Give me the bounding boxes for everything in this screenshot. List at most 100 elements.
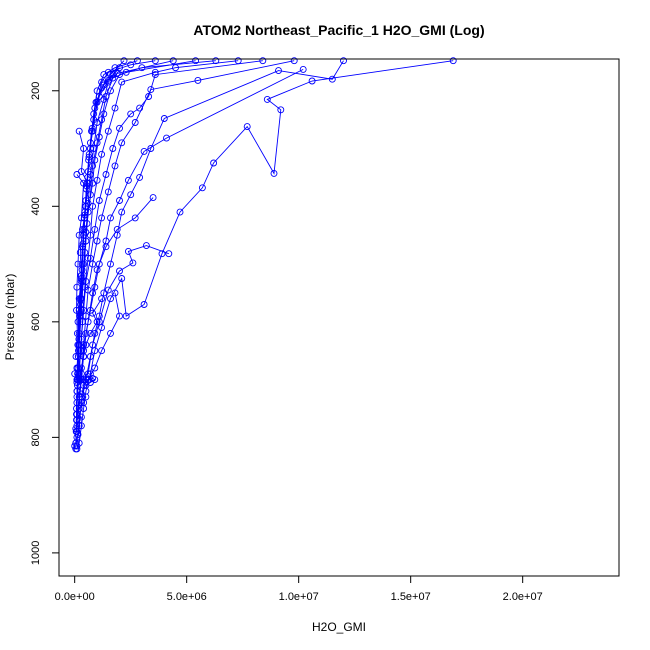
data-point-0-0 bbox=[449, 57, 457, 65]
data-point-5-5 bbox=[104, 127, 112, 135]
data-point-22-0 bbox=[72, 425, 80, 433]
data-point-19-3 bbox=[75, 231, 83, 239]
data-point-16-4 bbox=[91, 364, 99, 372]
data-point-4-0 bbox=[259, 57, 267, 65]
data-point-10-0 bbox=[133, 57, 141, 65]
data-point-1-6 bbox=[127, 191, 135, 199]
series-line-17 bbox=[78, 298, 102, 380]
chart-title: ATOM2 Northeast_Pacific_1 H2O_GMI (Log) bbox=[193, 22, 484, 38]
data-point-12-1 bbox=[104, 76, 112, 84]
data-point-4-4 bbox=[127, 110, 135, 118]
data-point-2-5 bbox=[107, 214, 114, 222]
data-point-2-0 bbox=[299, 65, 307, 73]
data-point-17-2 bbox=[93, 318, 101, 326]
data-point-7-0 bbox=[192, 57, 200, 65]
data-point-0-3 bbox=[277, 106, 285, 114]
y-tick-label-0: 200 bbox=[30, 82, 42, 100]
data-point-0-5 bbox=[243, 123, 251, 131]
data-point-20-3 bbox=[84, 373, 92, 381]
data-point-2-1 bbox=[163, 134, 170, 142]
data-point-1-5 bbox=[136, 173, 144, 181]
data-point-22-2 bbox=[74, 431, 82, 438]
data-point-5-4 bbox=[111, 104, 119, 112]
data-point-4-1 bbox=[151, 71, 159, 79]
data-point-6-1 bbox=[138, 64, 146, 72]
data-point-9-1 bbox=[127, 61, 135, 69]
data-point-5-3 bbox=[118, 78, 126, 86]
data-point-1-2 bbox=[275, 67, 282, 75]
data-point-15-5 bbox=[104, 286, 112, 294]
data-point-14-0 bbox=[149, 194, 157, 202]
data-point-14-4 bbox=[93, 266, 101, 274]
data-point-0-7 bbox=[198, 184, 206, 192]
plot-frame bbox=[58, 58, 620, 577]
data-point-15-4 bbox=[116, 267, 123, 275]
data-point-15-1 bbox=[142, 242, 150, 250]
data-point-3-5 bbox=[111, 162, 119, 170]
data-point-1-9 bbox=[107, 260, 114, 268]
data-point-19-5 bbox=[73, 283, 81, 291]
data-point-20-9 bbox=[73, 379, 81, 386]
data-point-2-4 bbox=[116, 197, 123, 204]
data-point-0-10 bbox=[140, 301, 148, 308]
data-point-15-7 bbox=[89, 341, 97, 349]
series-line-21 bbox=[76, 390, 87, 426]
data-point-4-8 bbox=[95, 197, 103, 204]
data-point-0-1 bbox=[308, 77, 316, 85]
data-point-17-3 bbox=[86, 329, 94, 337]
data-point-15-3 bbox=[129, 259, 137, 267]
axis-layer: 0.0e+00 5.0e+06 1.0e+07 1.5e+07 2.0e+07 200 40… bbox=[30, 82, 543, 603]
data-point-13-2 bbox=[92, 98, 100, 106]
data-point-6-4 bbox=[100, 110, 108, 118]
data-point-13-3 bbox=[88, 124, 96, 132]
series-line-18 bbox=[76, 131, 89, 369]
data-point-6-0 bbox=[212, 57, 220, 65]
data-point-0-14 bbox=[98, 324, 106, 332]
data-point-0-4 bbox=[270, 169, 278, 177]
data-point-12-0 bbox=[116, 64, 123, 72]
data-point-14-5 bbox=[89, 289, 97, 297]
data-point-18-0 bbox=[75, 127, 83, 135]
y-tick-label-1: 400 bbox=[30, 197, 42, 215]
data-point-0-6 bbox=[210, 159, 218, 167]
data-point-15-6 bbox=[95, 318, 103, 326]
data-point-0-19 bbox=[77, 422, 85, 430]
data-point-0-12 bbox=[118, 275, 126, 282]
data-point-19-1 bbox=[80, 179, 88, 187]
data-point-18-9 bbox=[74, 318, 82, 326]
y-tick-label-4: 1000 bbox=[30, 541, 42, 565]
data-point-20-7 bbox=[82, 381, 90, 389]
data-point-19-4 bbox=[74, 260, 82, 268]
data-point-17-0 bbox=[98, 295, 106, 303]
data-point-21-7 bbox=[75, 416, 83, 424]
data-point-13-7 bbox=[79, 240, 87, 248]
data-point-14-6 bbox=[84, 318, 92, 326]
data-point-0-11 bbox=[122, 312, 130, 320]
data-point-18-6 bbox=[76, 249, 84, 256]
data-point-6-3 bbox=[107, 87, 114, 95]
data-point-18-7 bbox=[77, 272, 85, 280]
data-point-0-8 bbox=[176, 208, 184, 216]
data-point-17-5 bbox=[80, 353, 88, 360]
data-point-3-0 bbox=[290, 57, 298, 65]
data-point-1-4 bbox=[147, 145, 155, 152]
data-point-2-3 bbox=[124, 176, 132, 184]
data-point-1-1 bbox=[328, 75, 336, 83]
data-point-17-1 bbox=[89, 309, 97, 317]
data-point-2-8 bbox=[91, 283, 99, 291]
data-point-18-4 bbox=[82, 202, 90, 210]
data-point-19-8 bbox=[72, 353, 80, 360]
data-point-14-3 bbox=[102, 243, 110, 251]
data-point-15-2 bbox=[124, 247, 132, 255]
data-point-8-0 bbox=[169, 57, 177, 65]
data-point-7-6 bbox=[89, 162, 97, 170]
data-point-0-13 bbox=[107, 295, 114, 303]
x-tick-label-0: 0.0e+00 bbox=[55, 591, 95, 603]
x-tick-label-2: 1.0e+07 bbox=[279, 591, 319, 603]
data-point-21-4 bbox=[75, 405, 83, 412]
data-point-4-2 bbox=[145, 93, 153, 100]
data-point-1-0 bbox=[340, 57, 347, 65]
data-point-18-3 bbox=[84, 179, 92, 187]
